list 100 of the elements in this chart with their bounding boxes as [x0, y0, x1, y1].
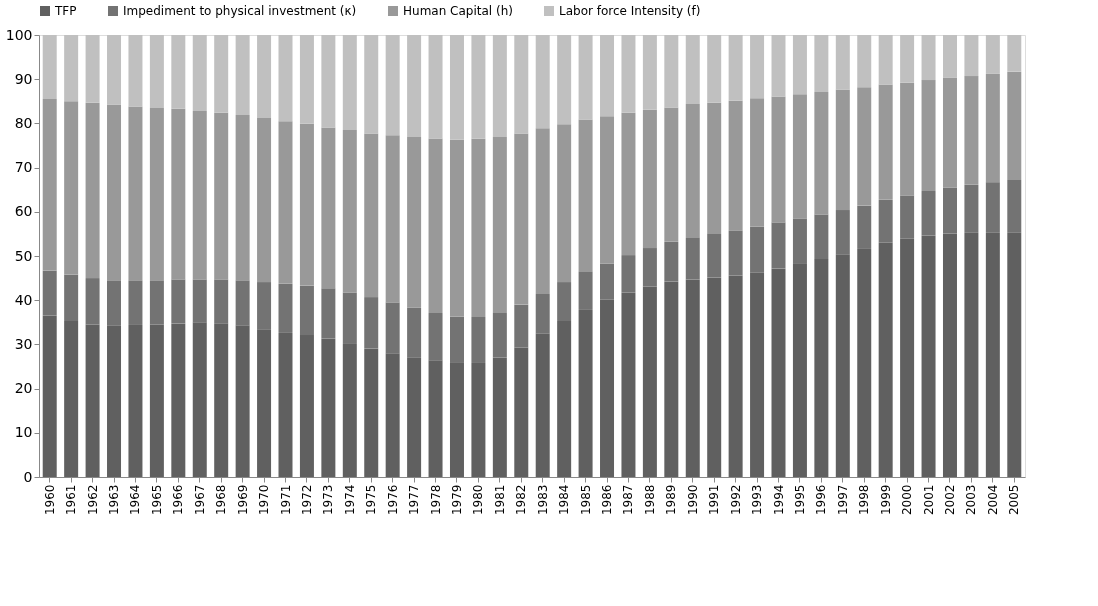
- bar: [428, 138, 443, 314]
- x-tick-label: 1961: [64, 484, 79, 516]
- y-tick-label: 0: [23, 468, 33, 485]
- bar: [921, 191, 936, 236]
- bar: [835, 210, 850, 255]
- bar: [664, 107, 679, 242]
- bar: [1007, 35, 1022, 72]
- bar: [85, 102, 100, 279]
- bar: [814, 92, 829, 215]
- legend-label: Impediment to physical investment (κ): [123, 4, 357, 18]
- bar: [278, 332, 293, 477]
- bar: [364, 133, 379, 298]
- x-tick-label: 1992: [728, 484, 743, 516]
- bar: [471, 35, 486, 139]
- bar: [514, 347, 529, 477]
- bar: [278, 121, 293, 284]
- x-tick-label: 1976: [385, 484, 400, 516]
- y-tick-label: 80: [14, 114, 33, 131]
- bar: [42, 35, 57, 100]
- bar: [107, 35, 122, 105]
- bar: [278, 35, 293, 122]
- bar: [728, 100, 743, 231]
- bar: [792, 94, 807, 219]
- bar: [664, 35, 679, 108]
- bar: [600, 263, 615, 300]
- bar: [814, 259, 829, 477]
- bar: [385, 35, 400, 136]
- bar: [835, 254, 850, 477]
- bar: [985, 73, 1000, 183]
- x-tick-label: 1977: [407, 484, 422, 516]
- x-tick-label: 1989: [664, 484, 679, 516]
- bar: [664, 241, 679, 282]
- bar: [492, 137, 507, 314]
- bar: [535, 333, 550, 477]
- x-tick-label: 1962: [85, 484, 100, 516]
- bar: [149, 107, 164, 281]
- bar: [814, 214, 829, 260]
- bar: [857, 35, 872, 88]
- bar: [642, 286, 657, 477]
- bar: [85, 324, 100, 477]
- bar: [514, 304, 529, 348]
- x-tick-label: 1974: [342, 484, 357, 516]
- bar: [364, 35, 379, 134]
- bar: [578, 271, 593, 310]
- x-tick-label: 2004: [985, 484, 1000, 516]
- x-tick-label: 1999: [878, 484, 893, 516]
- x-tick-label: 1984: [557, 484, 572, 516]
- bar: [642, 109, 657, 249]
- bar: [214, 35, 229, 113]
- bar: [342, 130, 357, 293]
- bar: [835, 89, 850, 211]
- x-tick-label: 1991: [707, 484, 722, 516]
- bar: [1007, 232, 1022, 477]
- bar: [214, 323, 229, 477]
- x-tick-label: 1987: [621, 484, 636, 516]
- bar: [964, 76, 979, 185]
- bar: [42, 270, 57, 316]
- bar: [621, 292, 636, 477]
- bar: [664, 281, 679, 477]
- x-tick-label: 1985: [578, 484, 593, 516]
- bar: [299, 123, 314, 286]
- bar: [792, 263, 807, 477]
- bar: [171, 323, 186, 477]
- bar: [85, 278, 100, 325]
- bar: [128, 324, 143, 477]
- bar: [728, 35, 743, 101]
- bar: [771, 96, 786, 223]
- y-tick-label: 40: [14, 291, 33, 308]
- bar: [449, 35, 464, 140]
- bar: [985, 232, 1000, 477]
- bar: [964, 184, 979, 233]
- bar: [578, 309, 593, 477]
- bar: [557, 35, 572, 125]
- bar: [964, 35, 979, 77]
- bar: [449, 316, 464, 363]
- bar: [771, 222, 786, 269]
- bar: [407, 35, 422, 138]
- bar: [278, 283, 293, 333]
- bar: [42, 99, 57, 271]
- bar: [64, 101, 79, 275]
- bar: [942, 77, 957, 188]
- x-tick-label: 2003: [964, 484, 979, 516]
- bar: [428, 35, 443, 139]
- bar: [128, 280, 143, 325]
- bar: [535, 128, 550, 295]
- y-tick-label: 10: [14, 424, 33, 441]
- bar: [900, 35, 915, 83]
- x-tick-label: 1983: [535, 484, 550, 516]
- bar: [471, 138, 486, 317]
- bar: [942, 233, 957, 477]
- bar: [107, 325, 122, 477]
- x-tick-label: 1967: [192, 484, 207, 516]
- x-tick-label: 1996: [814, 484, 829, 516]
- bar: [235, 280, 250, 326]
- bar: [900, 238, 915, 477]
- bar: [557, 320, 572, 477]
- bar: [642, 248, 657, 287]
- bar: [342, 35, 357, 131]
- y-tick-label: 20: [14, 380, 33, 397]
- bar: [878, 199, 893, 243]
